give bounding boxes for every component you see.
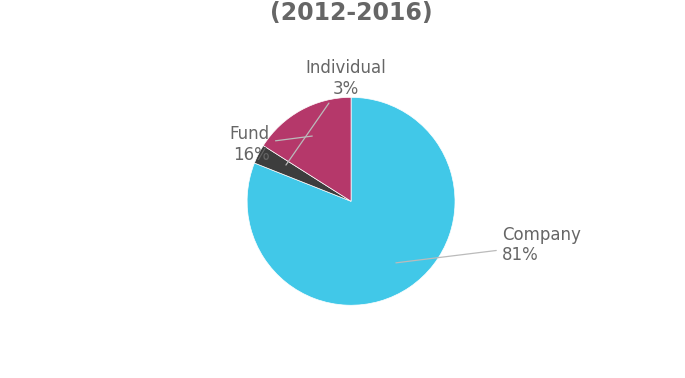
Wedge shape bbox=[254, 146, 351, 201]
Text: Individual
3%: Individual 3% bbox=[286, 59, 386, 165]
Wedge shape bbox=[247, 97, 455, 305]
Text: Fund
16%: Fund 16% bbox=[230, 125, 312, 164]
Title: Percentage of FI Filings according to Entity
Type
(2012-2016): Percentage of FI Filings according to En… bbox=[62, 0, 640, 25]
Text: Company
81%: Company 81% bbox=[396, 226, 581, 264]
Wedge shape bbox=[263, 97, 351, 201]
